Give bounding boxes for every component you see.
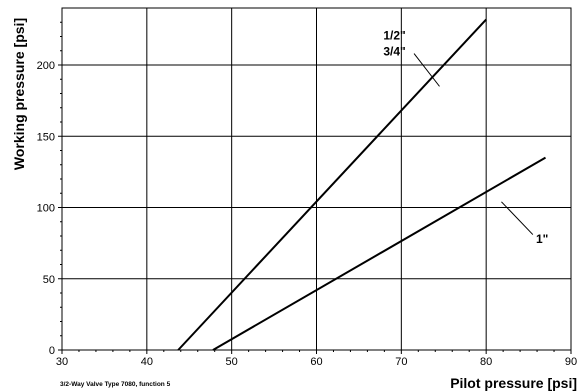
leader-line: [413, 53, 440, 87]
grid: [62, 8, 571, 350]
x-tick-label: 70: [395, 356, 407, 368]
minor-ticks: [58, 21, 572, 354]
x-tick-label: 90: [565, 356, 577, 368]
series-label: 3/4": [383, 44, 405, 58]
x-tick-label: 30: [56, 356, 68, 368]
y-tick-label: 50: [43, 274, 55, 286]
series-labels: 1/2" 3/4" 1": [383, 28, 548, 246]
y-tick-label: 150: [37, 131, 55, 143]
y-tick-label: 200: [37, 60, 55, 72]
x-tick-label: 80: [480, 356, 492, 368]
series-label: 1": [536, 232, 548, 246]
x-tick-label: 40: [141, 356, 153, 368]
y-tick-label: 0: [49, 345, 55, 357]
x-axis-label: Pilot pressure [psi]: [450, 375, 577, 391]
leader-lines: [413, 53, 534, 235]
y-axis-label: Working pressure [psi]: [11, 18, 27, 170]
chart-caption: 3/2-Way Valve Type 7080, function 5: [60, 381, 171, 388]
y-tick-label: 100: [37, 203, 55, 215]
x-tick-label: 60: [310, 356, 322, 368]
series-lines: [177, 18, 547, 351]
series-line: [177, 18, 487, 351]
x-tick-label: 50: [226, 356, 238, 368]
tick-labels: 30 40 50 60 70 80 90 0 50 100 150 200: [37, 60, 577, 368]
plot-frame: [61, 7, 572, 351]
series-label: 1/2": [383, 28, 405, 42]
leader-line: [501, 201, 534, 235]
series-line: [212, 156, 547, 351]
